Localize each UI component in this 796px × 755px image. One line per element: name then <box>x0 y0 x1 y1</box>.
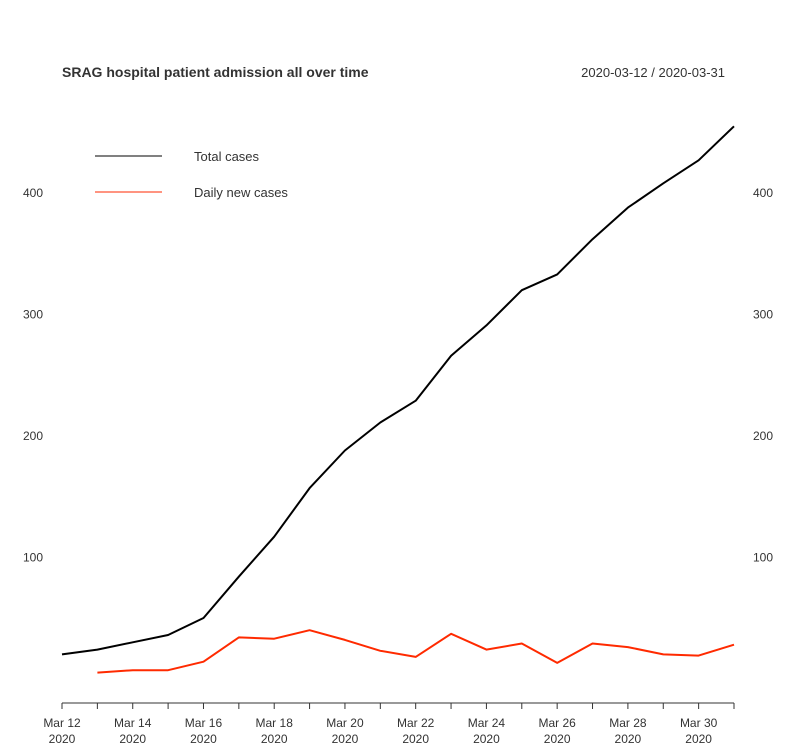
x-tick-label: Mar 18 <box>256 716 294 730</box>
y-tick-label-right: 300 <box>753 307 773 321</box>
x-tick-label: Mar 12 <box>43 716 81 730</box>
x-tick-year-label: 2020 <box>685 732 712 746</box>
x-tick-label: Mar 14 <box>114 716 152 730</box>
y-tick-label-right: 100 <box>753 550 773 564</box>
y-tick-label-right: 400 <box>753 186 773 200</box>
chart-title: SRAG hospital patient admission all over… <box>62 64 369 80</box>
x-tick-year-label: 2020 <box>402 732 429 746</box>
y-tick-label-right: 200 <box>753 429 773 443</box>
plot-area <box>61 125 735 674</box>
x-tick-label: Mar 22 <box>397 716 435 730</box>
x-tick-year-label: 2020 <box>473 732 500 746</box>
x-tick-label: Mar 16 <box>185 716 223 730</box>
y-tick-label-left: 100 <box>23 550 43 564</box>
x-axis: Mar 12 2020 Mar 14 2020 Mar 16 2020 Mar 18 2020… <box>43 702 735 746</box>
x-tick-year-label: 2020 <box>49 732 76 746</box>
legend-label-daily-new-cases: Daily new cases <box>194 185 288 200</box>
x-tick-year-label: 2020 <box>261 732 288 746</box>
y-tick-label-left: 200 <box>23 429 43 443</box>
x-tick-label: Mar 24 <box>468 716 506 730</box>
y-axis-left: 100 200 300 400 <box>23 186 43 564</box>
x-tick-year-label: 2020 <box>615 732 642 746</box>
x-tick-label: Mar 20 <box>326 716 364 730</box>
legend: Total cases Daily new cases <box>95 149 288 200</box>
y-tick-label-left: 400 <box>23 186 43 200</box>
date-range-label: 2020-03-12 / 2020-03-31 <box>581 65 725 80</box>
series-line-daily-new-cases <box>97 629 735 674</box>
x-tick-year-label: 2020 <box>332 732 359 746</box>
x-tick-year-label: 2020 <box>190 732 217 746</box>
x-tick-label: Mar 26 <box>538 716 576 730</box>
y-tick-label-left: 300 <box>23 307 43 321</box>
x-tick-year-label: 2020 <box>544 732 571 746</box>
y-axis-right: 100 200 300 400 <box>753 186 773 564</box>
series-line-total-cases <box>61 125 735 656</box>
x-tick-label: Mar 30 <box>680 716 718 730</box>
x-tick-year-label: 2020 <box>119 732 146 746</box>
legend-label-total-cases: Total cases <box>194 149 260 164</box>
x-tick-label: Mar 28 <box>609 716 647 730</box>
